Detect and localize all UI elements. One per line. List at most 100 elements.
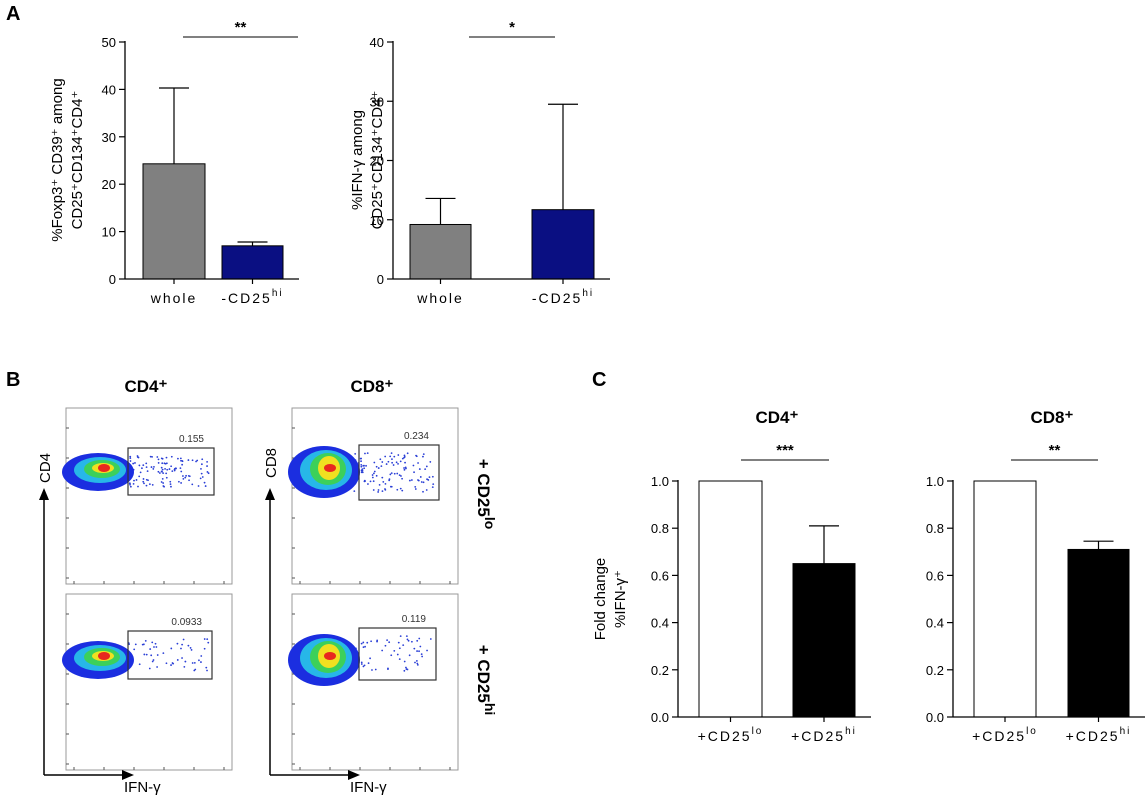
flow-event bbox=[369, 657, 371, 660]
y-tick-label: 0.0 bbox=[926, 710, 944, 725]
flow-event bbox=[145, 653, 148, 656]
flow-event bbox=[154, 642, 157, 645]
flow-event bbox=[200, 472, 203, 475]
flow-event bbox=[391, 461, 394, 464]
flow-event bbox=[360, 469, 363, 472]
flow-event bbox=[359, 457, 362, 460]
flow-event bbox=[138, 663, 141, 666]
density-layer-red bbox=[324, 652, 336, 660]
flow-event bbox=[151, 660, 154, 663]
flow-event bbox=[203, 638, 206, 640]
flow-event bbox=[360, 465, 363, 468]
flow-event bbox=[153, 465, 155, 468]
flow-event bbox=[363, 664, 366, 667]
flow-event bbox=[165, 456, 168, 459]
flow-event bbox=[206, 471, 209, 473]
flow-event bbox=[151, 641, 154, 644]
flow-event bbox=[201, 458, 204, 461]
flow-row-label: + CD25lo bbox=[474, 459, 498, 530]
flow-event bbox=[135, 479, 138, 481]
flow-event bbox=[421, 655, 424, 658]
flow-event bbox=[150, 654, 153, 657]
gate-value: 0.155 bbox=[179, 434, 204, 445]
flow-event bbox=[145, 484, 148, 487]
flow-event bbox=[156, 666, 159, 668]
flow-event bbox=[398, 658, 401, 661]
flow-event bbox=[169, 480, 172, 483]
flow-event bbox=[156, 654, 159, 656]
flow-event bbox=[360, 661, 363, 664]
flow-event bbox=[399, 635, 402, 638]
flow-event bbox=[360, 464, 363, 466]
flow-event bbox=[398, 647, 401, 650]
flow-event bbox=[371, 669, 373, 671]
flow-event bbox=[155, 646, 158, 648]
flow-plot: 0.234 bbox=[288, 407, 459, 585]
flow-event bbox=[406, 668, 409, 671]
flow-event bbox=[381, 490, 384, 493]
y-tick-label: 1.0 bbox=[926, 474, 944, 489]
flow-event bbox=[182, 477, 185, 480]
flow-event bbox=[429, 461, 432, 463]
flow-event bbox=[381, 461, 384, 463]
flow-event bbox=[184, 476, 187, 479]
flow-event bbox=[416, 639, 419, 642]
flow-event bbox=[134, 643, 137, 646]
y-tick-label: 10 bbox=[102, 225, 116, 240]
chart-title: CD4⁺ bbox=[756, 408, 799, 427]
flow-event bbox=[403, 669, 406, 672]
flow-event bbox=[200, 661, 202, 663]
flow-row-label: + CD25hi bbox=[474, 645, 498, 716]
flow-event bbox=[201, 476, 204, 478]
flow-event bbox=[424, 468, 427, 471]
flow-event bbox=[386, 639, 389, 642]
flow-event bbox=[171, 470, 174, 473]
flow-event bbox=[416, 663, 419, 666]
y-tick-label: 30 bbox=[370, 94, 384, 109]
x-tick-label: +CD25hi bbox=[791, 726, 857, 744]
flow-event bbox=[162, 652, 165, 655]
flow-event bbox=[418, 650, 420, 653]
gate-value: 0.119 bbox=[402, 614, 427, 625]
flow-y-label: CD4 bbox=[37, 453, 54, 483]
flow-event bbox=[142, 643, 145, 646]
flow-event bbox=[136, 455, 139, 457]
panel-letter-b: B bbox=[6, 369, 20, 391]
flow-event bbox=[400, 475, 402, 477]
flow-event bbox=[395, 461, 398, 464]
flow-event bbox=[156, 456, 159, 458]
flow-event bbox=[204, 485, 207, 487]
flow-event bbox=[169, 483, 172, 485]
panel-letter-c: C bbox=[592, 369, 606, 391]
flow-event bbox=[371, 474, 374, 476]
flow-event bbox=[146, 470, 149, 473]
flow-event bbox=[384, 482, 387, 485]
flow-event bbox=[360, 642, 363, 645]
flow-event bbox=[170, 647, 173, 650]
flow-x-arrowhead bbox=[348, 770, 360, 780]
flow-event bbox=[149, 455, 152, 458]
flow-event bbox=[195, 460, 197, 463]
flow-event bbox=[390, 472, 393, 475]
flow-event bbox=[206, 669, 208, 672]
flow-event bbox=[425, 465, 428, 468]
flow-event bbox=[203, 481, 206, 484]
flow-event bbox=[367, 483, 369, 485]
flow-event bbox=[393, 472, 396, 475]
flow-event bbox=[129, 483, 131, 486]
gate-value: 0.0933 bbox=[171, 617, 202, 628]
flow-event bbox=[153, 646, 155, 648]
flow-event bbox=[142, 478, 145, 480]
flow-event bbox=[418, 468, 421, 470]
flow-event bbox=[138, 464, 141, 467]
flow-event bbox=[170, 664, 172, 666]
flow-event bbox=[372, 489, 375, 491]
flow-event bbox=[401, 477, 403, 480]
flow-event bbox=[165, 662, 168, 665]
flow-event bbox=[413, 647, 416, 650]
flow-event bbox=[132, 482, 135, 485]
flow-event bbox=[148, 483, 151, 486]
y-tick-label: 40 bbox=[102, 82, 116, 97]
flow-event bbox=[396, 488, 399, 491]
flow-event bbox=[366, 452, 369, 455]
